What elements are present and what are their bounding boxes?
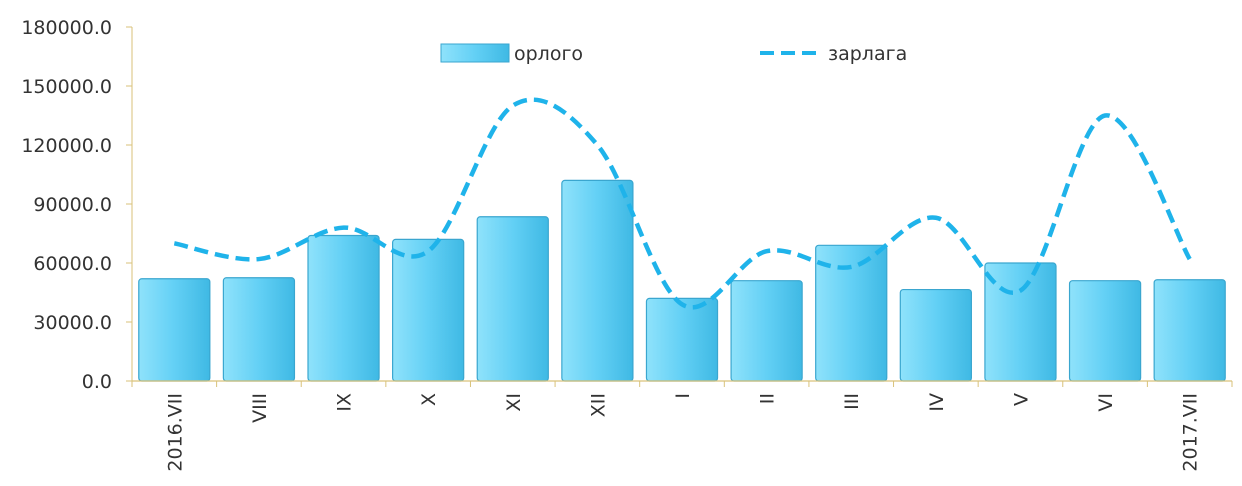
y-tick-label: 90000.0 xyxy=(33,194,112,216)
x-axis: 2016.VII VIII IX X XI XII I II III IV V VI 2017.VII xyxy=(131,380,1233,472)
y-tick-label: 60000.0 xyxy=(33,253,112,275)
x-tick-label: III xyxy=(841,393,863,410)
bar xyxy=(476,216,549,382)
x-tick-label: IV xyxy=(926,393,948,412)
x-tick-label: VIII xyxy=(249,393,271,423)
x-tick-label: XI xyxy=(503,393,525,412)
bar xyxy=(222,277,296,382)
bar xyxy=(645,297,719,382)
x-tick-label: IX xyxy=(334,393,356,412)
bar-series xyxy=(138,179,1226,382)
y-tick-label: 30000.0 xyxy=(33,312,112,334)
x-tick-label: II xyxy=(757,393,779,404)
x-tick-label: 2017.VII xyxy=(1180,393,1202,472)
line-path xyxy=(173,97,1192,310)
bar xyxy=(1068,280,1142,382)
x-tick-label: XII xyxy=(587,393,609,417)
bar xyxy=(730,280,803,382)
bar xyxy=(307,234,380,382)
bar xyxy=(138,278,211,382)
line-series xyxy=(173,97,1192,310)
legend-swatch-bar xyxy=(440,43,510,63)
y-tick-label: 180000.0 xyxy=(21,17,112,39)
bar xyxy=(899,288,972,382)
legend-label-bar: орлого xyxy=(514,43,583,65)
x-tick-label: X xyxy=(418,393,440,406)
x-tick-label: 2016.VII xyxy=(164,393,186,472)
bar xyxy=(392,238,465,382)
legend: орлого зарлага xyxy=(440,43,907,65)
y-axis: 0.0 30000.0 60000.0 90000.0 120000.0 150000.0… xyxy=(21,17,133,393)
legend-label-line: зарлага xyxy=(828,43,907,65)
x-tick-label: VI xyxy=(1095,393,1117,412)
y-tick-label: 120000.0 xyxy=(21,135,112,157)
y-tick-label: 0.0 xyxy=(82,371,112,393)
x-tick-label: V xyxy=(1010,393,1032,406)
bar xyxy=(1153,279,1226,382)
bar xyxy=(561,179,634,382)
x-tick-label: I xyxy=(672,393,694,399)
y-tick-label: 150000.0 xyxy=(21,76,112,98)
